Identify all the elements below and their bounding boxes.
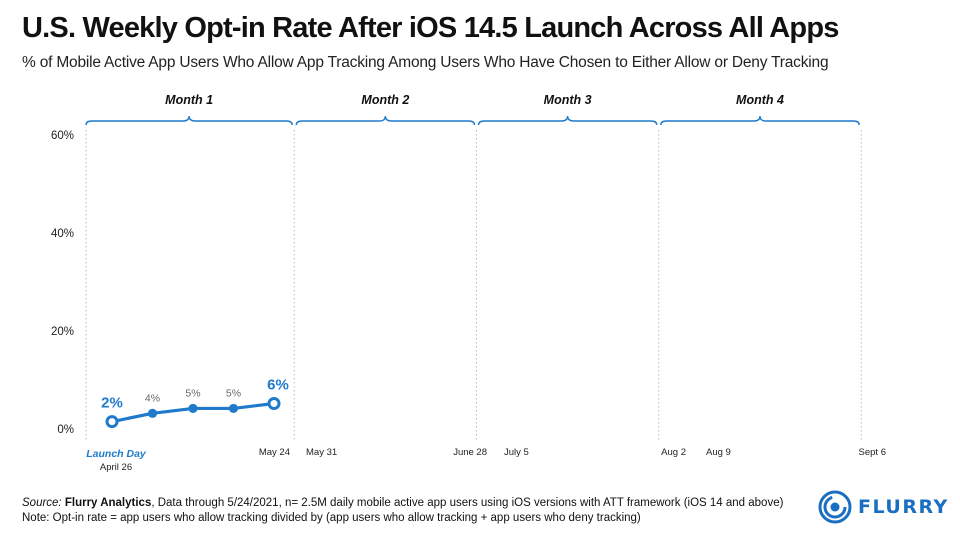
y-tick-label: 60% [51,130,74,142]
source-name: Flurry Analytics [64,497,152,509]
flurry-logo: FLURRY [818,490,949,524]
source-text: , Data through 5/24/2021, n= 2.5M daily … [151,497,784,509]
y-tick-label: 20% [51,326,74,338]
month-label: Month 4 [736,93,784,107]
x-tick-label: July 5 [504,447,529,458]
x-tick-label: April 26 [100,462,132,473]
chart-title: U.S. Weekly Opt-in Rate After iOS 14.5 L… [22,12,839,44]
source-line: Source: Flurry Analytics, Data through 5… [22,496,783,511]
month-label: Month 3 [544,93,592,107]
footer: Source: Flurry Analytics, Data through 5… [22,496,783,526]
data-point [147,408,158,418]
data-label: 4% [145,392,160,404]
x-tick-label: June 28 [453,447,487,458]
month-brace [85,115,293,126]
month-label: Month 2 [361,93,409,107]
flurry-swirl-icon [818,490,852,524]
data-point [188,403,198,414]
source-label: Source: [22,497,62,509]
data-point-highlight [105,415,119,429]
x-tick-label: Aug 9 [706,447,731,458]
month-brace [295,115,476,126]
month-brace [477,115,658,126]
note-line: Note: Opt-in rate = app users who allow … [22,512,641,524]
data-label: 5% [226,387,241,399]
chart-subtitle: % of Mobile Active App Users Who Allow A… [22,54,829,71]
x-tick-label: May 31 [306,447,337,458]
data-label: 2% [101,395,123,412]
y-tick-label: 40% [51,228,74,240]
data-point [228,403,239,414]
month-brace [660,115,860,126]
line-chart: Month 1 Month 2 Month 3 Month 4 0% 20% 40% 60%… [51,93,886,473]
month-label: Month 1 [165,93,213,107]
x-tick-label: Aug 2 [661,447,686,458]
data-label: 6% [267,377,289,394]
data-point-highlight [267,397,281,411]
data-label: 5% [185,387,200,399]
flurry-logo-text: FLURRY [858,496,949,518]
x-tick-label: Sept 6 [859,447,886,458]
y-tick-label: 0% [57,424,74,436]
x-tick-label: May 24 [259,447,290,458]
launch-day-label: Launch Day [86,448,147,460]
